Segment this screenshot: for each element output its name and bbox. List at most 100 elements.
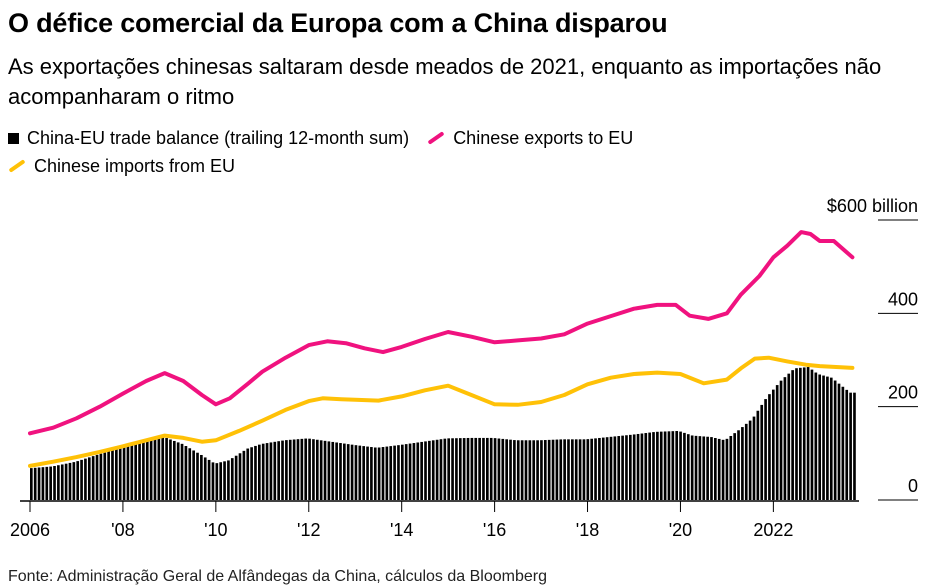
- chart-subtitle: As exportações chinesas saltaram desde m…: [8, 54, 882, 109]
- x-tick-label: '12: [297, 520, 320, 540]
- balance-bar: [431, 440, 435, 500]
- balance-bar: [315, 439, 319, 500]
- balance-bar: [161, 437, 165, 500]
- balance-bar: [203, 457, 207, 500]
- balance-bar: [33, 467, 37, 500]
- balance-bar: [404, 444, 408, 500]
- balance-bar: [671, 431, 675, 500]
- balance-bar: [57, 465, 60, 500]
- balance-bar: [806, 367, 810, 500]
- x-tick-label: '18: [576, 520, 599, 540]
- x-tick-label: '08: [111, 520, 134, 540]
- balance-bar: [698, 436, 702, 500]
- balance-bar: [227, 460, 230, 500]
- balance-bar: [474, 437, 478, 500]
- balance-bar: [694, 435, 698, 500]
- balance-bar: [254, 445, 257, 500]
- balance-bar: [53, 466, 56, 500]
- balance-bar: [609, 436, 613, 500]
- balance-bar: [516, 440, 520, 500]
- balance-bar: [598, 437, 601, 500]
- balance-bar: [285, 440, 288, 500]
- balance-bar: [656, 431, 659, 500]
- balance-bar: [466, 437, 470, 500]
- balance-bar: [458, 438, 462, 500]
- balance-bar: [710, 437, 713, 500]
- y-tick-label: 400: [888, 289, 918, 309]
- balance-bar: [563, 439, 566, 500]
- balance-bar: [145, 439, 149, 500]
- legend-item-imports: Chinese imports from EU: [8, 156, 235, 177]
- balance-bar: [853, 392, 856, 500]
- balance-bar: [277, 441, 280, 500]
- balance-bar: [358, 445, 362, 500]
- balance-bar: [501, 438, 505, 500]
- balance-bar: [122, 447, 126, 500]
- balance-bar: [443, 438, 447, 500]
- legend-swatch-balance: [8, 132, 19, 144]
- balance-bar: [536, 440, 539, 500]
- balance-bar: [41, 467, 45, 500]
- balance-bar: [837, 383, 841, 500]
- balance-bar: [814, 372, 818, 500]
- balance-bar: [791, 370, 794, 500]
- balance-bar: [172, 440, 176, 500]
- balance-bar: [571, 439, 574, 500]
- balance-bar: [663, 431, 667, 500]
- balance-bar: [605, 437, 609, 500]
- balance-bar: [640, 433, 644, 500]
- balance-bar: [667, 431, 671, 500]
- balance-bar: [400, 444, 404, 500]
- balance-bar: [296, 439, 300, 500]
- balance-bar: [733, 433, 736, 500]
- balance-bar: [49, 466, 52, 500]
- x-tick-label: 2006: [10, 520, 50, 540]
- balance-bar: [45, 466, 49, 500]
- balance-bar: [829, 377, 833, 500]
- balance-bar: [288, 439, 292, 500]
- balance-bar: [292, 439, 296, 500]
- exports-line: [28, 230, 855, 436]
- balance-bar: [737, 430, 740, 500]
- x-tick-label: '10: [204, 520, 227, 540]
- legend-swatch-imports: [8, 159, 26, 173]
- balance-bar: [702, 436, 706, 500]
- balance-bar: [416, 442, 420, 500]
- balance-bar: [505, 439, 508, 500]
- balance-bar: [258, 444, 261, 500]
- chart-plot: $600 billion 400 200 0 2006 '08 '10 '12 '14 '16 '1…: [10, 196, 918, 540]
- balance-bar: [771, 389, 775, 500]
- balance-bar: [768, 394, 771, 500]
- balance-bar: [60, 464, 64, 500]
- balance-bar: [849, 392, 852, 500]
- balance-bar: [180, 443, 184, 500]
- balance-bar: [744, 423, 748, 500]
- balance-bar: [486, 437, 489, 500]
- balance-bar: [176, 442, 180, 500]
- balance-bar: [578, 439, 582, 500]
- balance-bar: [783, 377, 787, 500]
- balance-bar: [795, 368, 798, 500]
- balance-bar: [779, 380, 783, 500]
- x-tick-label: 2022: [753, 520, 793, 540]
- balance-bar: [594, 438, 597, 500]
- balance-bar: [99, 453, 103, 500]
- balance-bar: [455, 438, 458, 500]
- balance-bar: [385, 446, 389, 500]
- balance-bar: [30, 468, 33, 500]
- balance-bar: [601, 437, 605, 500]
- balance-bar: [142, 440, 145, 500]
- balance-bar: [489, 437, 493, 500]
- balance-bar: [586, 439, 590, 500]
- balance-bar: [428, 440, 431, 500]
- balance-bar: [84, 458, 87, 500]
- balance-bar: [165, 438, 168, 500]
- balance-bar: [362, 446, 366, 500]
- balance-bar: [509, 439, 512, 500]
- legend-item-exports: Chinese exports to EU: [427, 128, 633, 149]
- balance-bar: [250, 447, 253, 500]
- balance-bar: [826, 376, 829, 500]
- balance-bar: [346, 444, 350, 500]
- balance-bar: [366, 446, 369, 500]
- balance-bar: [265, 443, 269, 500]
